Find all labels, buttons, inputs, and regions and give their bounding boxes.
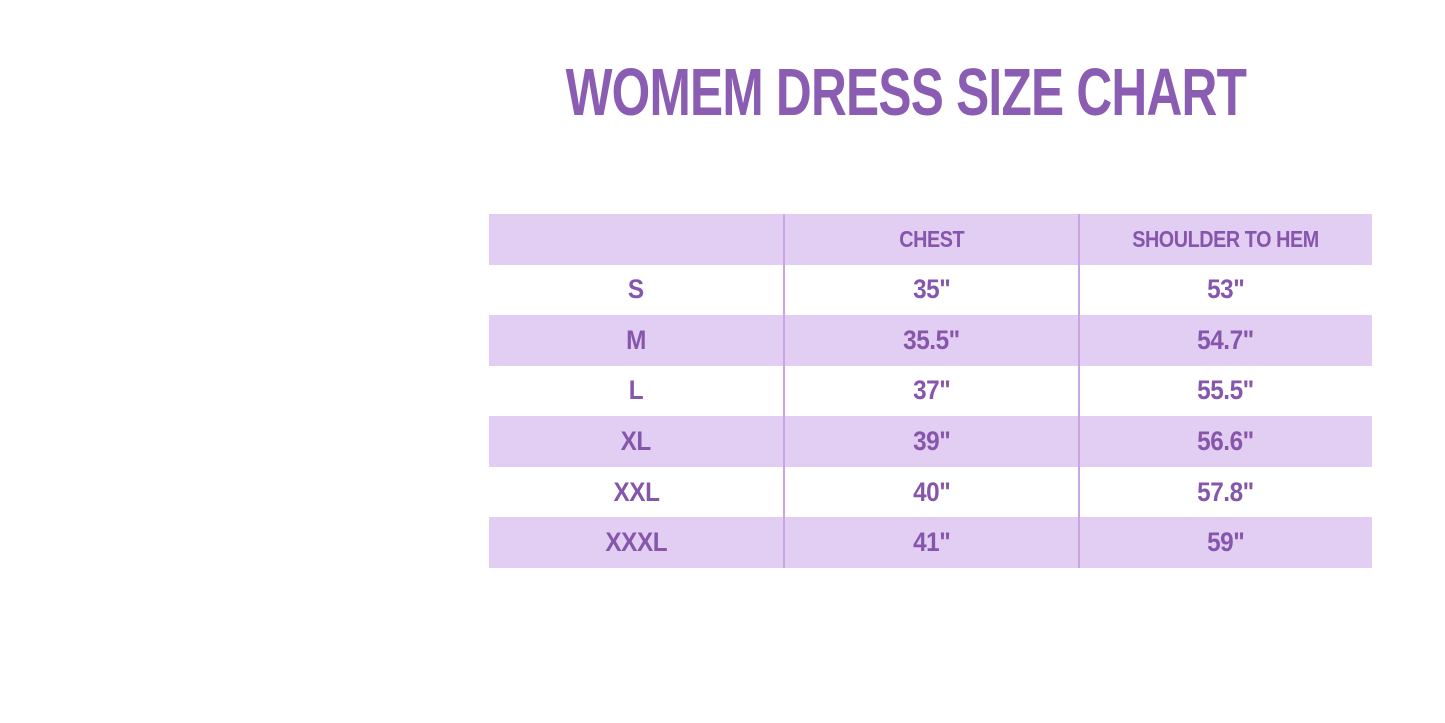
cell-shoulder-to-hem: 54.7" (1077, 315, 1372, 366)
shoulder-to-hem-value: 54.7" (1197, 324, 1255, 355)
chest-value: 41" (912, 527, 951, 558)
cell-chest: 35.5" (783, 315, 1077, 366)
cell-chest: 37" (783, 365, 1077, 417)
cell-chest: 40" (783, 466, 1077, 518)
cell-size: S (489, 265, 783, 316)
size-label: XXL (613, 476, 660, 507)
page-title-text: WOMEM DRESS SIZE CHART (565, 55, 1246, 130)
chest-value: 37" (912, 375, 951, 406)
shoulder-to-hem-value: 57.8" (1197, 476, 1255, 507)
header-label-chest: CHEST (899, 225, 964, 252)
table-row-xl: XL 39" 56.6" (489, 416, 1372, 467)
header-cell-chest: CHEST (783, 214, 1077, 265)
cell-chest: 41" (783, 517, 1077, 568)
cell-chest: 35" (783, 264, 1077, 316)
cell-shoulder-to-hem: 57.8" (1077, 466, 1372, 518)
cell-chest: 39" (783, 416, 1077, 467)
cell-shoulder-to-hem: 56.6" (1077, 416, 1372, 467)
header-cell-shoulder-to-hem: SHOULDER TO HEM (1077, 214, 1372, 265)
size-chart-table: CHEST SHOULDER TO HEM S 35" 53" M 35.5" … (489, 214, 1372, 568)
table-row-m: M 35.5" 54.7" (489, 315, 1372, 366)
size-label: XXXL (605, 527, 667, 558)
header-label-shoulder-to-hem: SHOULDER TO HEM (1132, 225, 1320, 252)
cell-size: XXXL (489, 517, 783, 568)
shoulder-to-hem-value: 59" (1207, 527, 1245, 558)
cell-shoulder-to-hem: 53" (1077, 264, 1372, 316)
chest-value: 35" (912, 274, 951, 305)
size-label: S (628, 274, 645, 305)
size-label: M (626, 324, 647, 355)
table-row-xxxl: XXXL 41" 59" (489, 517, 1372, 568)
shoulder-to-hem-value: 56.6" (1197, 426, 1255, 457)
chest-value: 39" (912, 426, 951, 457)
cell-size: XL (489, 416, 783, 467)
size-label: XL (621, 426, 652, 457)
size-label: L (628, 375, 644, 406)
shoulder-to-hem-value: 53" (1207, 274, 1245, 305)
cell-size: L (489, 366, 783, 417)
chest-value: 40" (912, 476, 951, 507)
table-row-s: S 35" 53" (489, 264, 1372, 316)
table-header-row: CHEST SHOULDER TO HEM (489, 214, 1372, 265)
cell-shoulder-to-hem: 59" (1077, 517, 1372, 568)
cell-size: M (489, 315, 783, 366)
chest-value: 35.5" (903, 324, 960, 355)
cell-shoulder-to-hem: 55.5" (1077, 365, 1372, 417)
table-row-xxl: XXL 40" 57.8" (489, 466, 1372, 518)
shoulder-to-hem-value: 55.5" (1197, 375, 1255, 406)
page-title: WOMEM DRESS SIZE CHART (464, 59, 1347, 126)
cell-size: XXL (489, 467, 783, 518)
table-row-l: L 37" 55.5" (489, 365, 1372, 417)
header-cell-size (489, 214, 783, 265)
